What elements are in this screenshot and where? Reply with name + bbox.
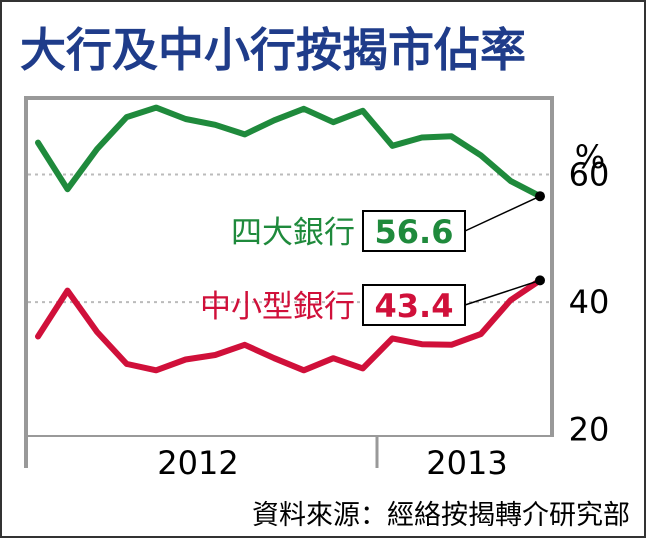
chart-title: 大行及中小行按揭市佔率 xyxy=(20,23,526,77)
y-axis-ticks: 60 40 20 xyxy=(569,156,610,449)
value-box-0 xyxy=(362,210,466,252)
source-note: 資料來源：經絡按揭轉介研究部 xyxy=(252,500,630,531)
x-period-label-2012: 2012 xyxy=(157,444,238,482)
value-box-1 xyxy=(362,284,466,326)
series-lines xyxy=(35,104,543,374)
data-label-1: 43.4 xyxy=(375,287,454,325)
data-label-0: 56.6 xyxy=(375,213,454,251)
series-line-big-banks xyxy=(35,104,543,200)
leader-line-1 xyxy=(464,279,541,306)
leader-line-0 xyxy=(464,195,541,232)
plot-frame xyxy=(24,96,554,468)
series-name-label-1: 中小型銀行 xyxy=(200,289,355,325)
series-line-small-banks xyxy=(35,277,543,374)
series-name-label-0: 四大銀行 xyxy=(231,215,355,251)
y-tick-label-40: 40 xyxy=(569,283,610,321)
endpoint-marker-1 xyxy=(535,275,545,286)
x-period-label-2013: 2013 xyxy=(426,444,507,482)
series-annotations: 56.6 四大銀行 43.4 中小型銀行 xyxy=(200,191,545,326)
endpoint-marker-0 xyxy=(535,191,545,202)
y-tick-label-60: 60 xyxy=(569,156,610,194)
y-axis-unit-label: % xyxy=(575,138,605,176)
y-tick-label-20: 20 xyxy=(569,411,610,449)
